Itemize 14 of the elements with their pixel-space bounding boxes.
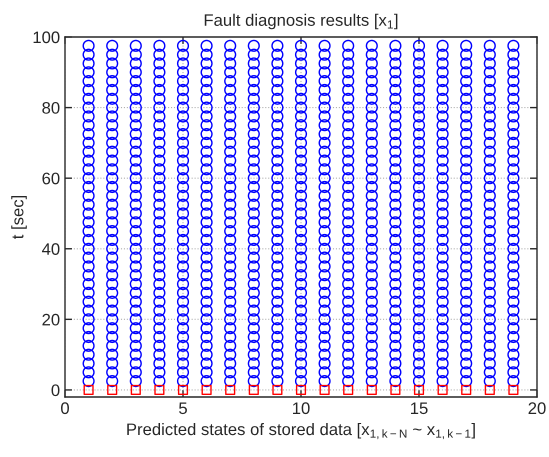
y-tick-label: 20 xyxy=(42,314,60,326)
x-tick-label: 5 xyxy=(179,402,187,414)
y-tick-label: 60 xyxy=(42,172,60,184)
y-tick-label: 100 xyxy=(34,31,60,44)
y-tick-label: 0 xyxy=(52,384,60,396)
x-tick-label: 10 xyxy=(293,402,310,414)
x-axis-title: Predicted states of stored data [x$_{1,k−N}$ ~ x$_{1,k−1}$] xyxy=(127,422,475,440)
x-tick-label: 15 xyxy=(411,402,428,414)
chart-title: Fault diagnosis results [x$_{1}$] xyxy=(204,14,398,30)
y-tick-label: 40 xyxy=(42,243,60,255)
y-axis-title: t [sec] xyxy=(11,196,27,239)
y-tick-label: 80 xyxy=(42,102,60,114)
x-tick-label: 20 xyxy=(528,402,546,414)
x-tick-label: 0 xyxy=(61,402,69,414)
